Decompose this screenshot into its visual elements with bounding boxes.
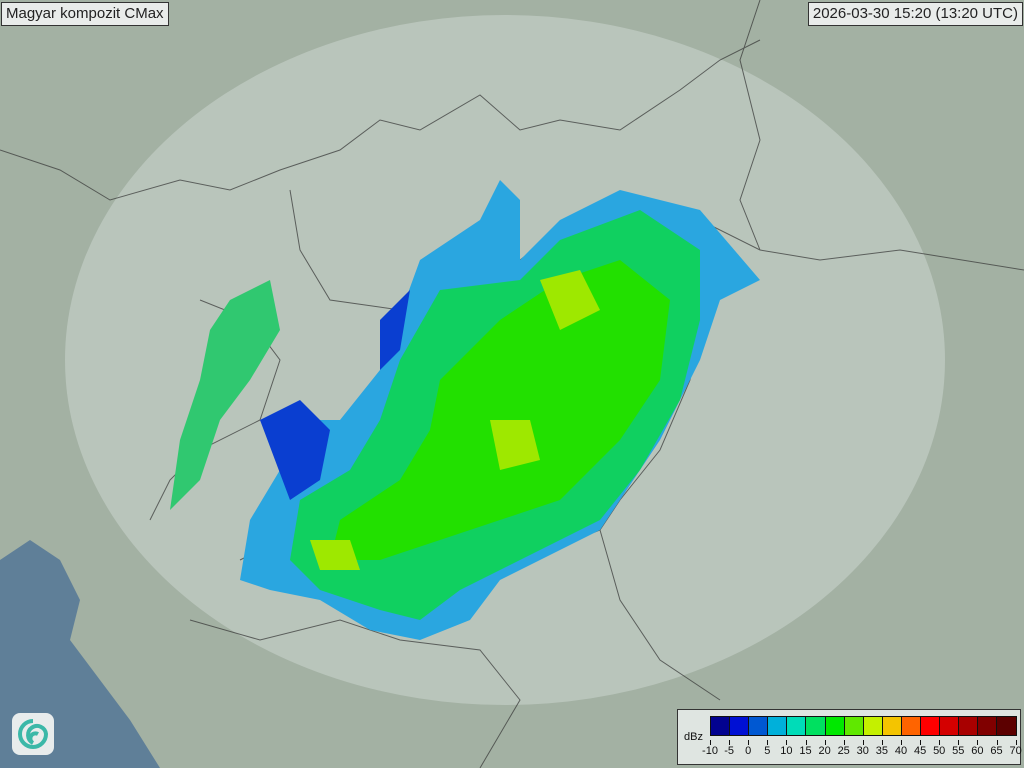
- legend-swatch: [921, 717, 941, 735]
- legend-swatch: [749, 717, 769, 735]
- legend-tick-label: 10: [780, 745, 793, 757]
- legend-swatch: [978, 717, 998, 735]
- legend-tick-label: 70: [1009, 745, 1022, 757]
- legend-tick-label: -5: [724, 745, 734, 757]
- legend-swatch: [844, 717, 864, 735]
- legend-swatch: [863, 717, 883, 735]
- legend-tick-mark: [729, 740, 731, 745]
- legend-swatch: [825, 717, 845, 735]
- legend-tick-label: 35: [875, 745, 889, 757]
- swirl-logo-icon: [12, 713, 54, 755]
- legend-tick-mark: [977, 740, 979, 745]
- legend-tick-label: 0: [745, 745, 752, 757]
- legend-tick-mark: [824, 740, 826, 745]
- legend-tick-label: 45: [913, 745, 927, 757]
- legend-tick-mark: [710, 740, 711, 745]
- legend-tick-label: 50: [933, 745, 946, 757]
- dbz-legend: dBz -10 -5 0 5 10 15 20 25 30 35 40 45 50 55 60 65 70: [677, 709, 1022, 765]
- map-title: Magyar kompozit CMax: [1, 2, 169, 26]
- legend-tick-label: -10: [702, 745, 718, 757]
- legend-ticks: -10 -5 0 5 10 15 20 25 30 35 40 45 50 55 60 65 70: [698, 740, 1022, 762]
- adriatic-sea: [0, 540, 160, 768]
- legend-tick-mark: [939, 740, 941, 745]
- legend-tick-label: 15: [799, 745, 812, 757]
- legend-tick-mark: [958, 740, 960, 745]
- legend-tick-label: 25: [837, 745, 850, 757]
- legend-swatch: [959, 717, 979, 735]
- legend-swatch: [882, 717, 902, 735]
- legend-tick-mark: [996, 740, 998, 745]
- legend-tick-mark: [901, 740, 902, 745]
- legend-swatch: [940, 717, 960, 735]
- legend-swatch: [787, 717, 807, 735]
- legend-tick-label: 60: [971, 745, 984, 757]
- legend-tick-mark: [767, 740, 769, 745]
- legend-swatch: [806, 717, 826, 735]
- legend-tick-label: 55: [952, 745, 965, 757]
- legend-swatch: [711, 717, 731, 735]
- legend-swatch: [730, 717, 750, 735]
- legend-tick-label: 30: [856, 745, 869, 757]
- legend-tick-label: 65: [990, 745, 1003, 757]
- legend-tick-mark: [881, 740, 883, 745]
- legend-tick-mark: [920, 740, 922, 745]
- legend-swatch: [997, 717, 1016, 735]
- legend-tick-mark: [805, 740, 807, 745]
- legend-tick-label: 20: [818, 745, 831, 757]
- legend-tick-mark: [843, 740, 845, 745]
- radar-echoes: [170, 180, 760, 640]
- color-scale: [710, 716, 1017, 736]
- legend-tick-mark: [862, 740, 864, 745]
- timestamp: 2026-03-30 15:20 (13:20 UTC): [807, 2, 1023, 26]
- legend-swatch: [901, 717, 922, 735]
- legend-tick-mark: [1015, 740, 1017, 745]
- legend-tick-label: 5: [764, 745, 771, 757]
- legend-tick-mark: [748, 740, 750, 745]
- legend-tick-label: 40: [894, 745, 908, 757]
- legend-tick-mark: [786, 740, 788, 745]
- legend-swatch: [768, 717, 788, 735]
- legend-unit: dBz: [684, 731, 703, 743]
